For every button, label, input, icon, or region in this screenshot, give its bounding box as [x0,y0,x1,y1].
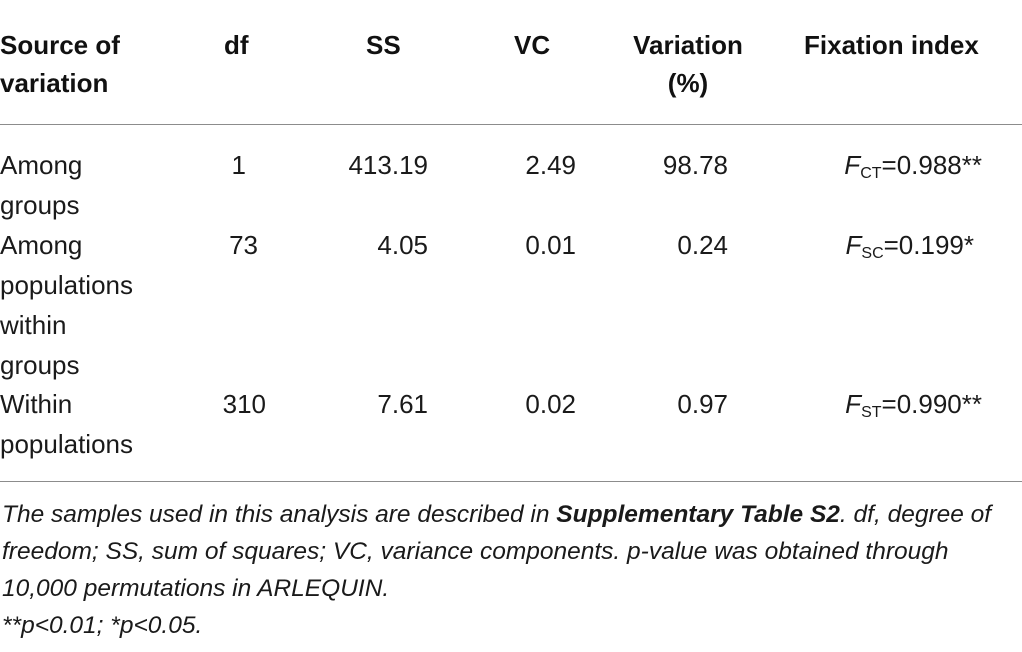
row-source-line: groups [0,350,80,380]
row-ss: 7.61 [377,389,428,419]
row-fixation: FSC=0.199* [760,225,975,270]
row-source-line: within [0,310,67,340]
row-df: 310 [222,389,266,419]
row-source-line: Among [0,230,83,260]
row-source-line: Within [0,389,73,419]
header-source: Source of variation [0,26,120,102]
row-df: 1 [231,150,246,180]
fixation-value: =0.988** [881,150,982,180]
header-variation-line2: (%) [667,68,709,98]
header-fixation: Fixation index [804,30,979,60]
row-vc: 0.02 [525,389,576,419]
table-bottom-rule [0,481,1022,482]
row-vc: 2.49 [525,150,576,180]
table-footnote: The samples used in this analysis are de… [2,496,1012,644]
row-source: Among groups [0,145,82,225]
header-rule [0,124,1022,125]
row-variation: 0.97 [677,389,728,419]
row-source-line: groups [0,190,80,220]
header-variation-line1: Variation [633,30,743,60]
row-fixation: FST=0.990** [760,384,982,429]
fixation-subscript: CT [860,165,882,182]
header-ss: SS [366,30,401,60]
header-source-line2: variation [0,68,109,98]
header-vc: VC [514,30,551,60]
fixation-value: =0.990** [881,389,982,419]
row-ss: 413.19 [348,150,428,180]
fixation-subscript: ST [861,404,882,421]
row-source-line: Among [0,150,83,180]
footnote-supplementary-ref: Supplementary Table S2 [556,501,840,528]
header-df: df [224,30,249,60]
fixation-letter: F [844,150,861,180]
row-source-line: populations [0,270,133,300]
fixation-letter: F [845,230,862,260]
fixation-letter: F [845,389,862,419]
row-fixation: FCT=0.988** [760,145,982,190]
row-ss: 4.05 [377,230,428,260]
header-variation: Variation (%) [624,26,752,102]
fixation-value: =0.199* [883,230,974,260]
header-source-line1: Source of [0,30,120,60]
row-source: Among populations within groups [0,225,133,385]
row-df: 73 [229,230,258,260]
fixation-subscript: SC [861,245,884,262]
footnote-significance: **p<0.01; *p<0.05. [2,612,203,639]
row-variation: 0.24 [677,230,728,260]
footnote-text-end: . df, degree of freedom; SS, sum of squa… [2,501,992,602]
footnote-text-start: The samples used in this analysis are de… [2,501,557,528]
row-vc: 0.01 [525,230,576,260]
row-variation: 98.78 [662,150,728,180]
row-source: Within populations [0,384,133,464]
row-source-line: populations [0,429,133,459]
